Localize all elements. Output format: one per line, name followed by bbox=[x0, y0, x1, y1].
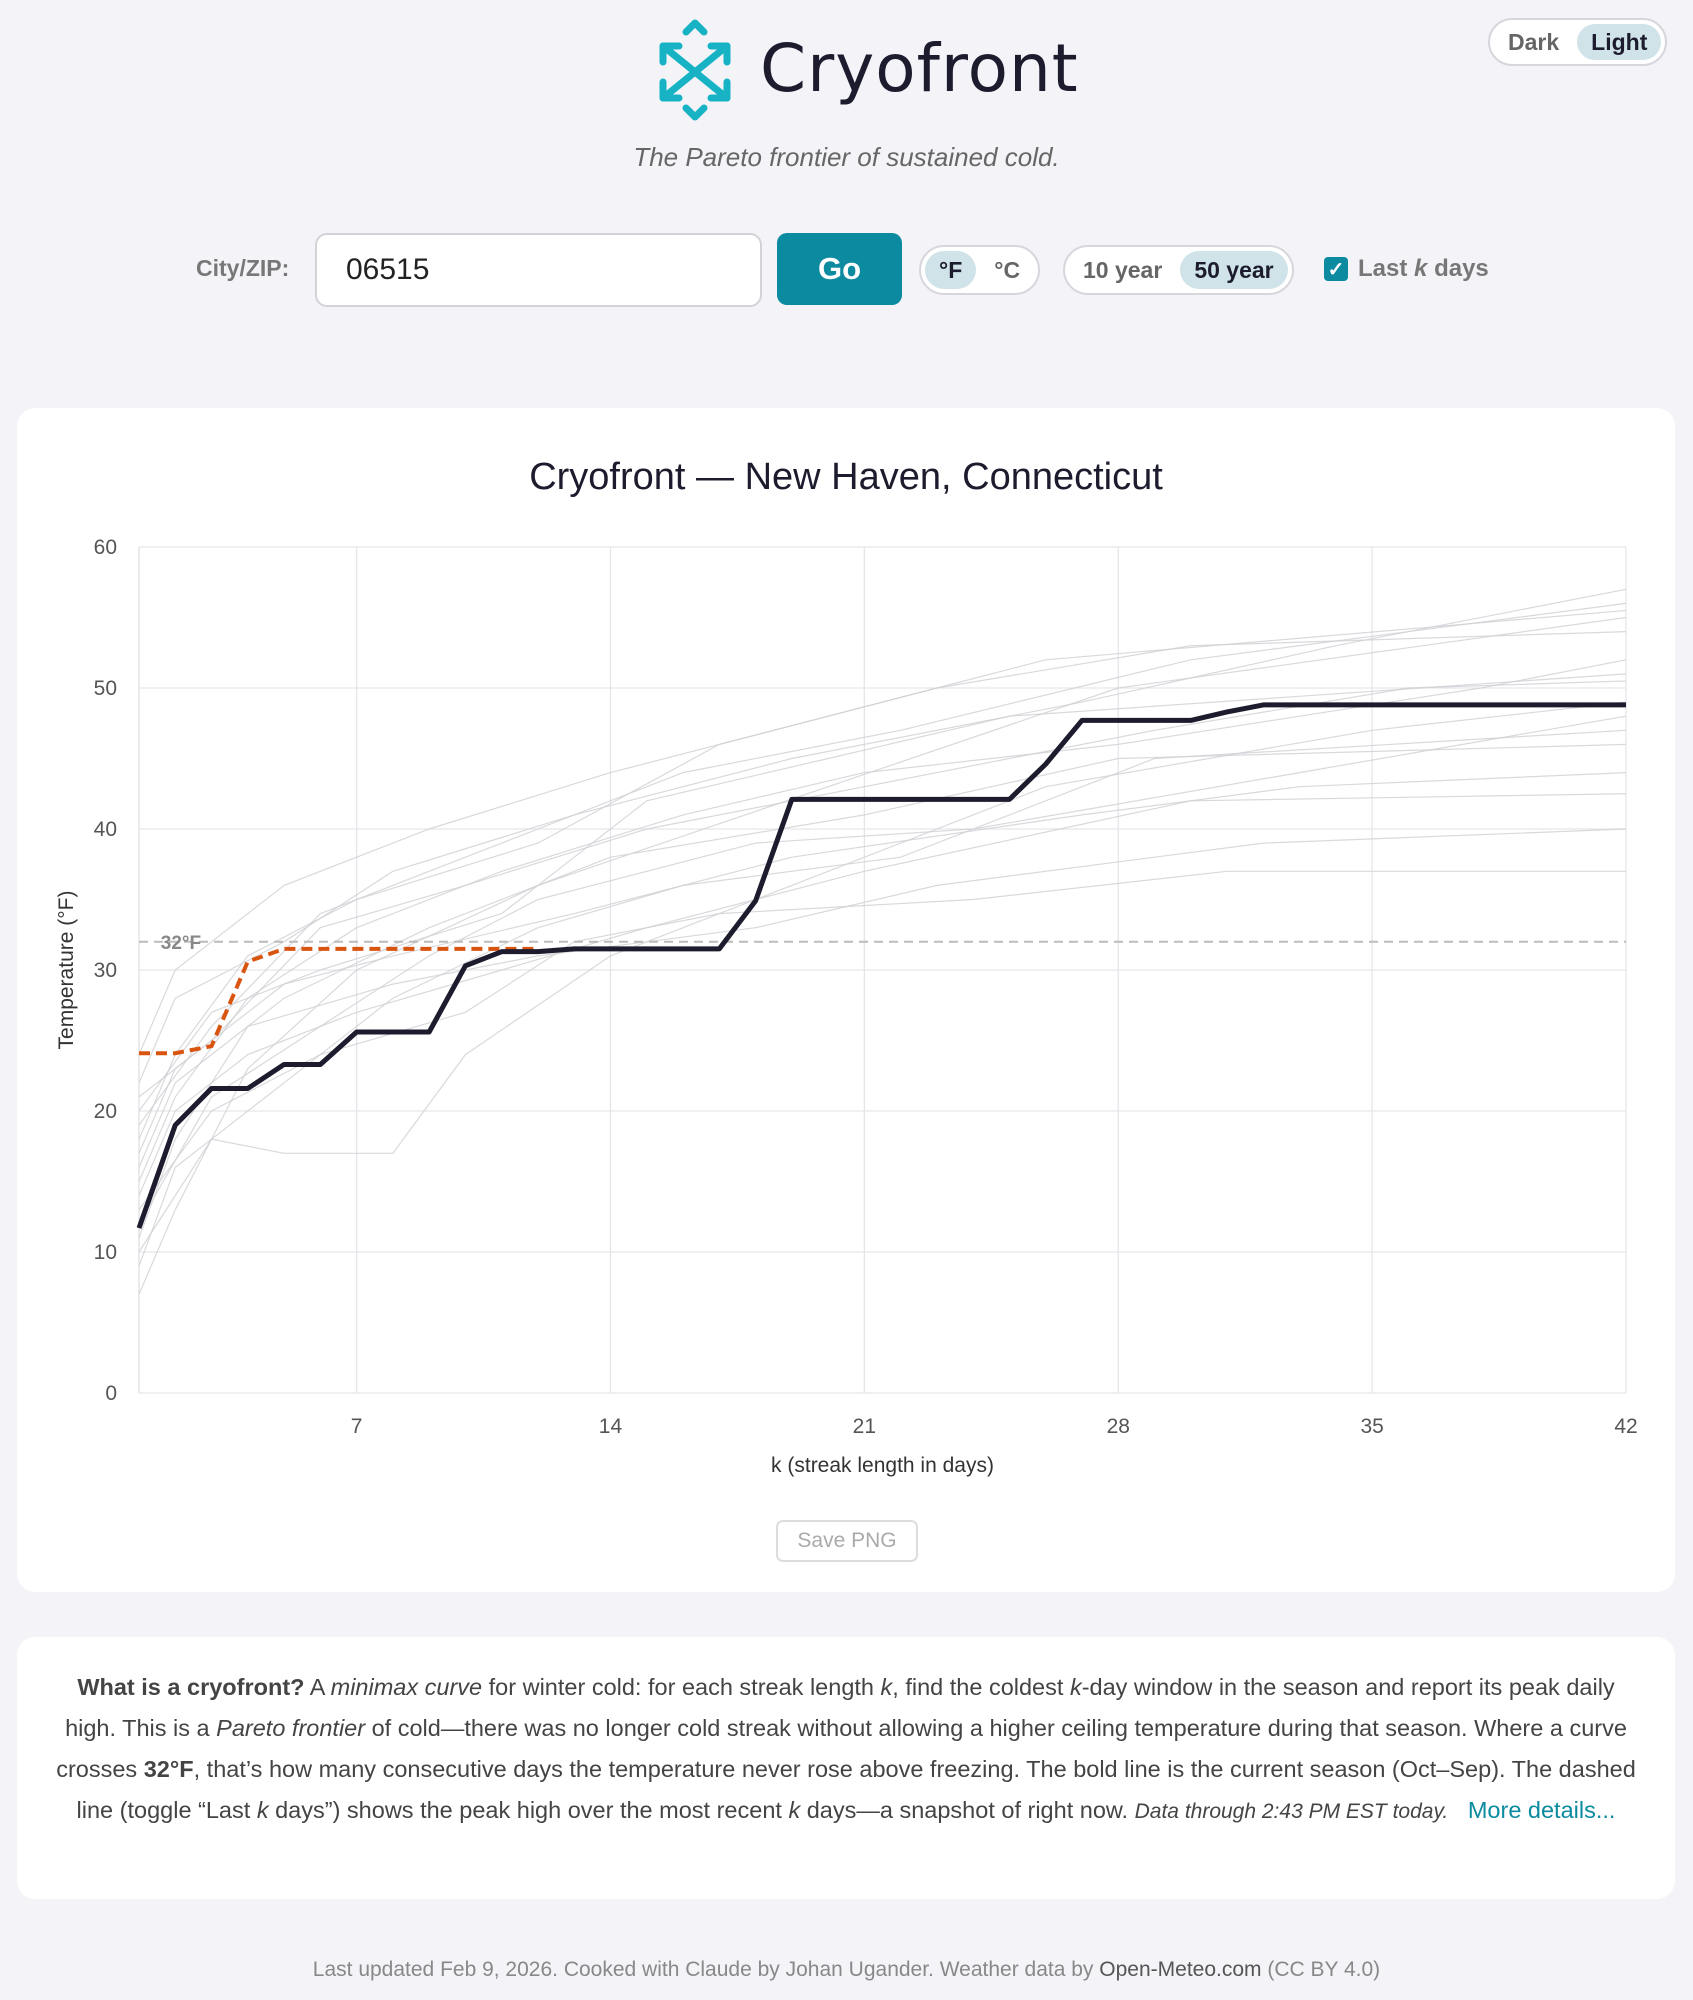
history-season-line bbox=[138, 743, 1627, 1168]
theme-dark-option[interactable]: Dark bbox=[1508, 28, 1560, 55]
x-axis-label: k (streak length in days) bbox=[771, 1454, 994, 1477]
unit-celsius-option[interactable]: °C bbox=[994, 256, 1021, 283]
unit-fahrenheit-option[interactable]: °F bbox=[925, 251, 977, 289]
last-k-days-label: Last k days bbox=[1358, 255, 1489, 282]
history-season-line bbox=[138, 793, 1627, 1196]
theme-toggle[interactable]: Dark Light bbox=[1488, 18, 1668, 66]
history-season-line bbox=[138, 673, 1627, 1112]
history-season-line bbox=[138, 616, 1627, 1295]
checkbox-checked-icon[interactable]: ✓ bbox=[1324, 257, 1348, 281]
y-tick-label: 30 bbox=[94, 959, 117, 982]
y-tick-label: 60 bbox=[94, 536, 117, 559]
history-season-line bbox=[138, 772, 1627, 1154]
history-season-line bbox=[138, 701, 1627, 1253]
last-k-days-line bbox=[139, 946, 538, 1056]
cryofront-chart: 0 10 20 30 40 50 60 7 14 21 28 35 42 k (streak length… bbox=[55, 536, 1638, 1477]
history-season-line bbox=[138, 659, 1627, 1182]
y-axis-label: Temperature (°F) bbox=[55, 891, 78, 1050]
about-card: What is a cryofront? A minimax curve for… bbox=[17, 1637, 1675, 1899]
save-png-button[interactable]: Save PNG bbox=[776, 1520, 918, 1562]
y-tick-label: 20 bbox=[94, 1100, 117, 1123]
cryofront-logo-icon bbox=[659, 19, 731, 121]
range-50-year-option[interactable]: 50 year bbox=[1180, 251, 1288, 289]
x-tick-label: 7 bbox=[351, 1415, 363, 1438]
history-season-line bbox=[138, 729, 1627, 1267]
city-zip-input[interactable] bbox=[315, 233, 762, 307]
y-tick-label: 10 bbox=[94, 1241, 117, 1264]
about-text: What is a cryofront? A minimax curve for… bbox=[56, 1674, 1636, 1823]
range-10-year-option[interactable]: 10 year bbox=[1083, 256, 1163, 283]
x-tick-label: 14 bbox=[599, 1415, 623, 1438]
history-season-line bbox=[138, 715, 1627, 1225]
history-season-line bbox=[138, 631, 1627, 1140]
tagline: The Pareto frontier of sustained cold. bbox=[633, 142, 1060, 172]
go-button[interactable]: Go bbox=[777, 233, 902, 305]
history-season-line bbox=[138, 602, 1627, 1126]
x-tick-label: 28 bbox=[1107, 1415, 1130, 1438]
open-meteo-link[interactable]: Open-Meteo.com bbox=[1099, 1958, 1262, 1981]
y-tick-label: 50 bbox=[94, 677, 117, 700]
city-label: City/ZIP: bbox=[196, 255, 290, 281]
history-season-line bbox=[138, 680, 1627, 1098]
footer: Last updated Feb 9, 2026. Cooked with Cl… bbox=[312, 1958, 1381, 1981]
theme-light-option[interactable]: Light bbox=[1577, 24, 1662, 60]
chart-title: Cryofront — New Haven, Connecticut bbox=[529, 456, 1163, 498]
freezing-reference-label: 32°F bbox=[161, 933, 201, 954]
last-k-days-checkbox[interactable]: ✓ Last k days bbox=[1324, 255, 1489, 283]
x-tick-label: 35 bbox=[1360, 1415, 1383, 1438]
history-season-line bbox=[138, 870, 1626, 1211]
y-tick-label: 0 bbox=[105, 1382, 117, 1405]
history-season-line bbox=[138, 588, 1627, 1084]
brand-title: Cryofront bbox=[760, 30, 1079, 107]
range-toggle[interactable]: 10 year 50 year bbox=[1063, 245, 1294, 295]
more-details-link[interactable]: More details... bbox=[1467, 1797, 1616, 1823]
chart-card: 0 10 20 30 40 50 60 7 14 21 28 35 42 k (streak length… bbox=[17, 408, 1675, 1592]
history-season-line bbox=[138, 609, 1627, 1055]
x-tick-label: 21 bbox=[853, 1415, 876, 1438]
x-tick-label: 42 bbox=[1614, 1415, 1637, 1438]
unit-toggle[interactable]: °F °C bbox=[919, 245, 1041, 295]
y-tick-label: 40 bbox=[94, 818, 117, 841]
current-season-line bbox=[136, 702, 1626, 1229]
